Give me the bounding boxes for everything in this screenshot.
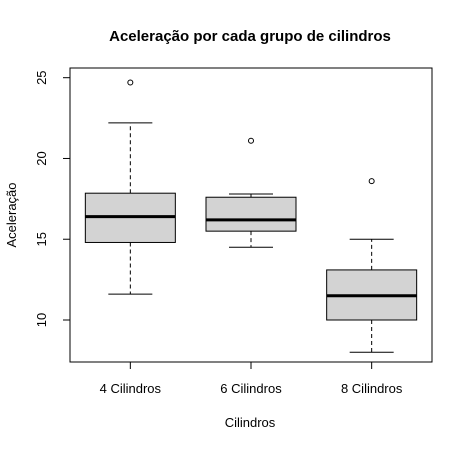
box-group	[84, 79, 176, 295]
outlier-point	[368, 178, 375, 185]
y-tick-label: 20	[34, 151, 49, 165]
outlier-point	[127, 79, 134, 86]
box	[205, 196, 297, 232]
box-series	[84, 79, 418, 353]
box-group	[205, 137, 297, 248]
y-tick-label: 15	[34, 232, 49, 246]
outlier-point	[248, 137, 254, 144]
x-tick-label: 8 Cilindros	[341, 381, 403, 396]
y-tick-label: 25	[34, 70, 49, 84]
x-axis-label: Cilindros	[225, 415, 276, 430]
chart-title: Aceleração por cada grupo de cilindros	[109, 28, 391, 45]
y-axis-label: Aceleração	[4, 182, 19, 247]
y-tick-label: 10	[34, 313, 49, 327]
x-tick-label: 4 Cilindros	[100, 381, 162, 396]
x-tick-label: 6 Cilindros	[220, 381, 282, 396]
y-axis: 10 15 20 25	[34, 70, 71, 327]
box-group	[326, 178, 418, 353]
x-axis: 4 Cilindros 6 Cilindros 8 Cilindros	[100, 361, 403, 396]
